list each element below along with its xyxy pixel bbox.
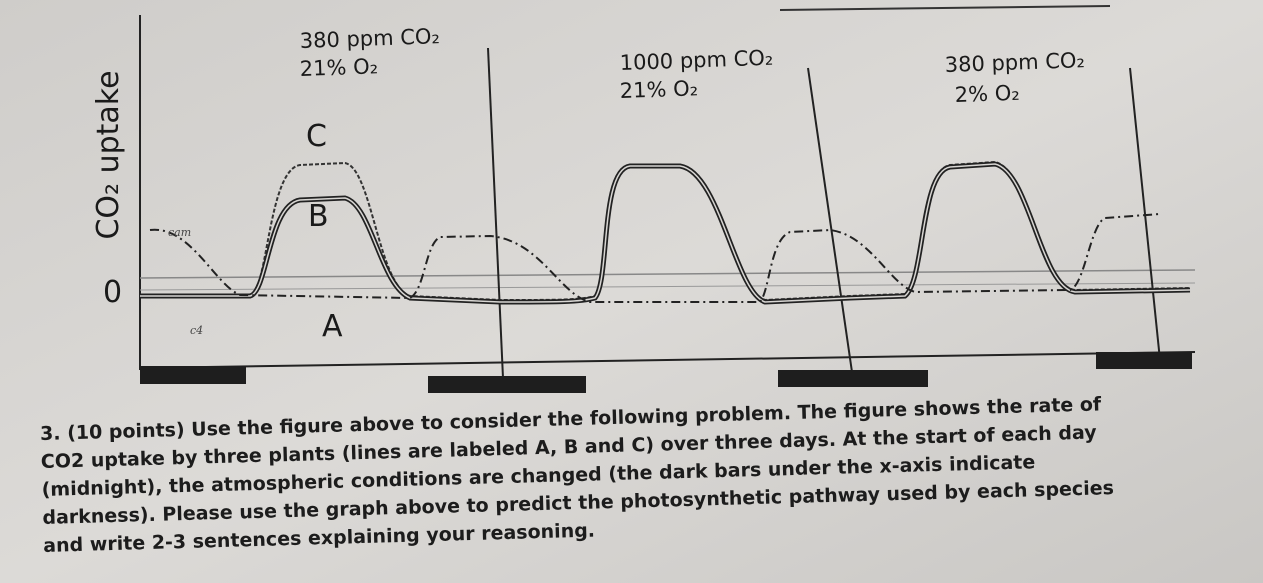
- curve-b-inner: [140, 163, 1191, 303]
- divider: [487, 47, 504, 379]
- dark-bar: [778, 370, 928, 387]
- divider: [1129, 67, 1161, 361]
- curve-label-b: B: [308, 199, 329, 234]
- panel-o2: 21% O₂: [299, 54, 378, 81]
- handwritten-note: cam: [168, 226, 191, 239]
- zero-line: [139, 282, 1196, 291]
- x-axis: [139, 351, 1196, 369]
- panel-o2: 21% O₂: [619, 76, 698, 103]
- curve-label-c: C: [306, 119, 327, 154]
- dark-bar: [140, 366, 246, 384]
- zero-line: [139, 269, 1196, 279]
- dark-bar: [1096, 352, 1192, 369]
- figure: 380 ppm CO₂ 21% O₂ 1000 ppm CO₂ 21% O₂ 3…: [91, 15, 1196, 393]
- y-axis-label: CO₂ uptake: [91, 70, 126, 239]
- panel-co2: 380 ppm CO₂: [299, 24, 440, 53]
- zero-label: 0: [103, 275, 122, 310]
- curve-a: [149, 213, 1161, 303]
- dark-bar: [428, 376, 586, 393]
- curve-label-a: A: [322, 309, 343, 344]
- panel-co2: 1000 ppm CO₂: [619, 46, 773, 75]
- panel-o2: 2% O₂: [954, 81, 1020, 107]
- name-field-line: [779, 5, 1111, 11]
- handwritten-note: c4: [190, 324, 203, 337]
- panel-co2: 380 ppm CO₂: [944, 48, 1085, 77]
- divider: [807, 67, 853, 373]
